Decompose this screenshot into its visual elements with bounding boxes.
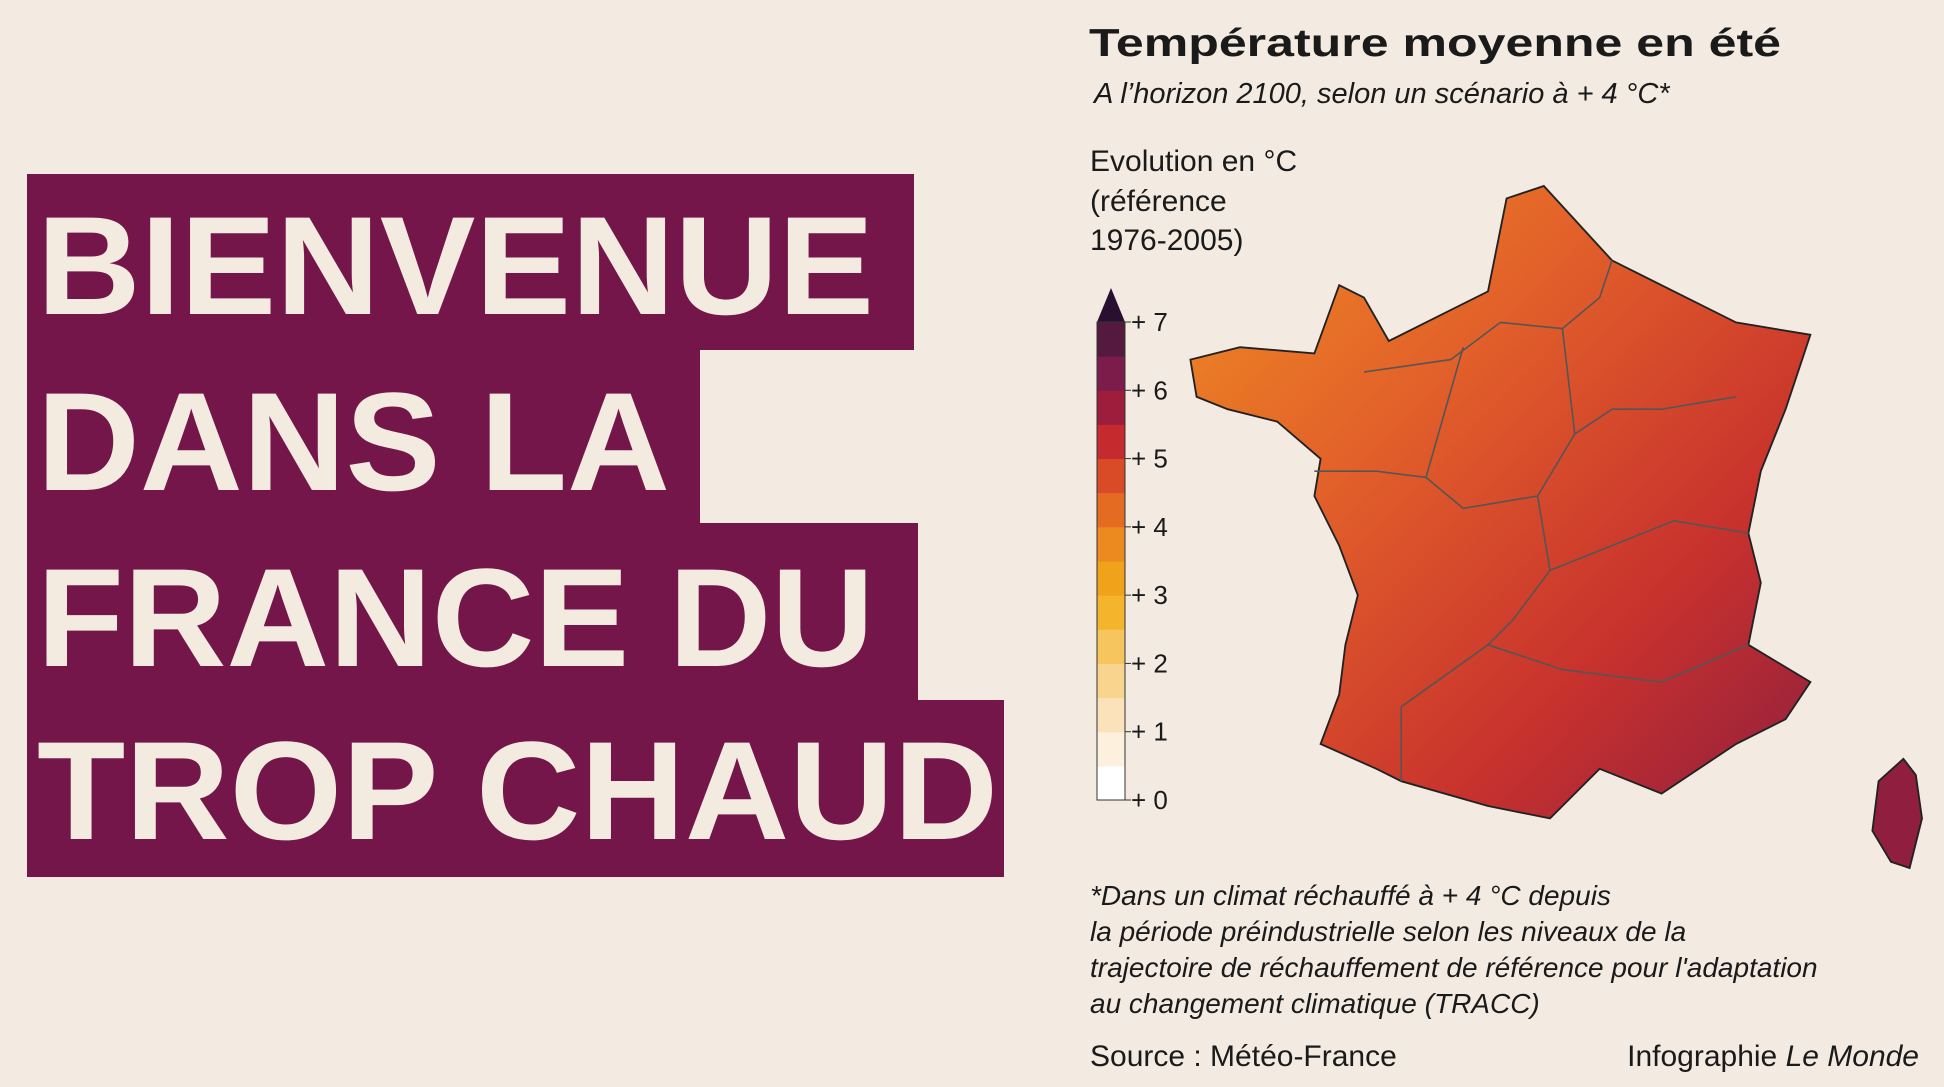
map-subtitle: A l’horizon 2100, selon un scénario à + …	[1092, 78, 1671, 110]
legend-band	[1097, 697, 1125, 733]
legend-band	[1097, 663, 1125, 699]
credit: Infographie Le Monde	[1627, 1040, 1919, 1073]
legend-band	[1097, 424, 1125, 460]
legend-arrow	[1097, 288, 1125, 322]
credit-text: Infographie	[1627, 1040, 1785, 1073]
legend-tick-label: + 1	[1131, 717, 1168, 747]
legend-tick-label: + 3	[1131, 580, 1168, 610]
footnote: *Dans un climat réchauffé à + 4 °C depui…	[1090, 880, 1611, 911]
headline: TROP CHAUD	[37, 712, 998, 869]
footnote: trajectoire de réchauffement de référenc…	[1090, 952, 1818, 983]
legend-band	[1097, 390, 1125, 425]
legend-tick-label: + 2	[1131, 648, 1168, 678]
legend-band	[1097, 629, 1125, 664]
legend-title: (référence	[1090, 185, 1227, 218]
legend-band	[1097, 765, 1125, 801]
legend-tick-label: + 4	[1131, 512, 1168, 542]
headline: BIENVENUE	[37, 187, 874, 344]
legend-band	[1097, 595, 1125, 630]
footnote: la période préindustrielle selon les niv…	[1090, 916, 1686, 947]
legend-band	[1097, 492, 1125, 528]
footnote: au changement climatique (TRACC)	[1090, 988, 1540, 1019]
legend-title: Evolution en °C	[1090, 145, 1297, 178]
legend-tick-label: + 6	[1131, 375, 1168, 405]
color-legend: + 0 + 1 + 2 + 3 + 4 + 5 + 6 + 7	[1096, 288, 1168, 815]
headline: FRANCE DU	[37, 539, 874, 696]
legend-frame	[1096, 321, 1126, 801]
legend-band	[1097, 526, 1125, 562]
legend-band	[1097, 731, 1125, 767]
headline: DANS LA	[37, 363, 670, 520]
source: Source : Météo-France	[1090, 1040, 1397, 1073]
legend-band	[1097, 561, 1125, 596]
legend-band	[1097, 322, 1125, 357]
legend-tick-label: + 5	[1131, 444, 1168, 474]
headline-blocks	[27, 174, 1004, 877]
legend-title: 1976-2005)	[1090, 224, 1243, 257]
legend-tick-label: + 0	[1131, 785, 1168, 815]
credit-publication: Le Monde	[1786, 1040, 1919, 1073]
legend-tick-label: + 7	[1131, 307, 1168, 337]
legend-band	[1097, 458, 1125, 494]
france-map	[1189, 184, 1923, 870]
map-title: Température moyenne en été	[1089, 22, 1781, 65]
legend-band	[1097, 356, 1125, 391]
